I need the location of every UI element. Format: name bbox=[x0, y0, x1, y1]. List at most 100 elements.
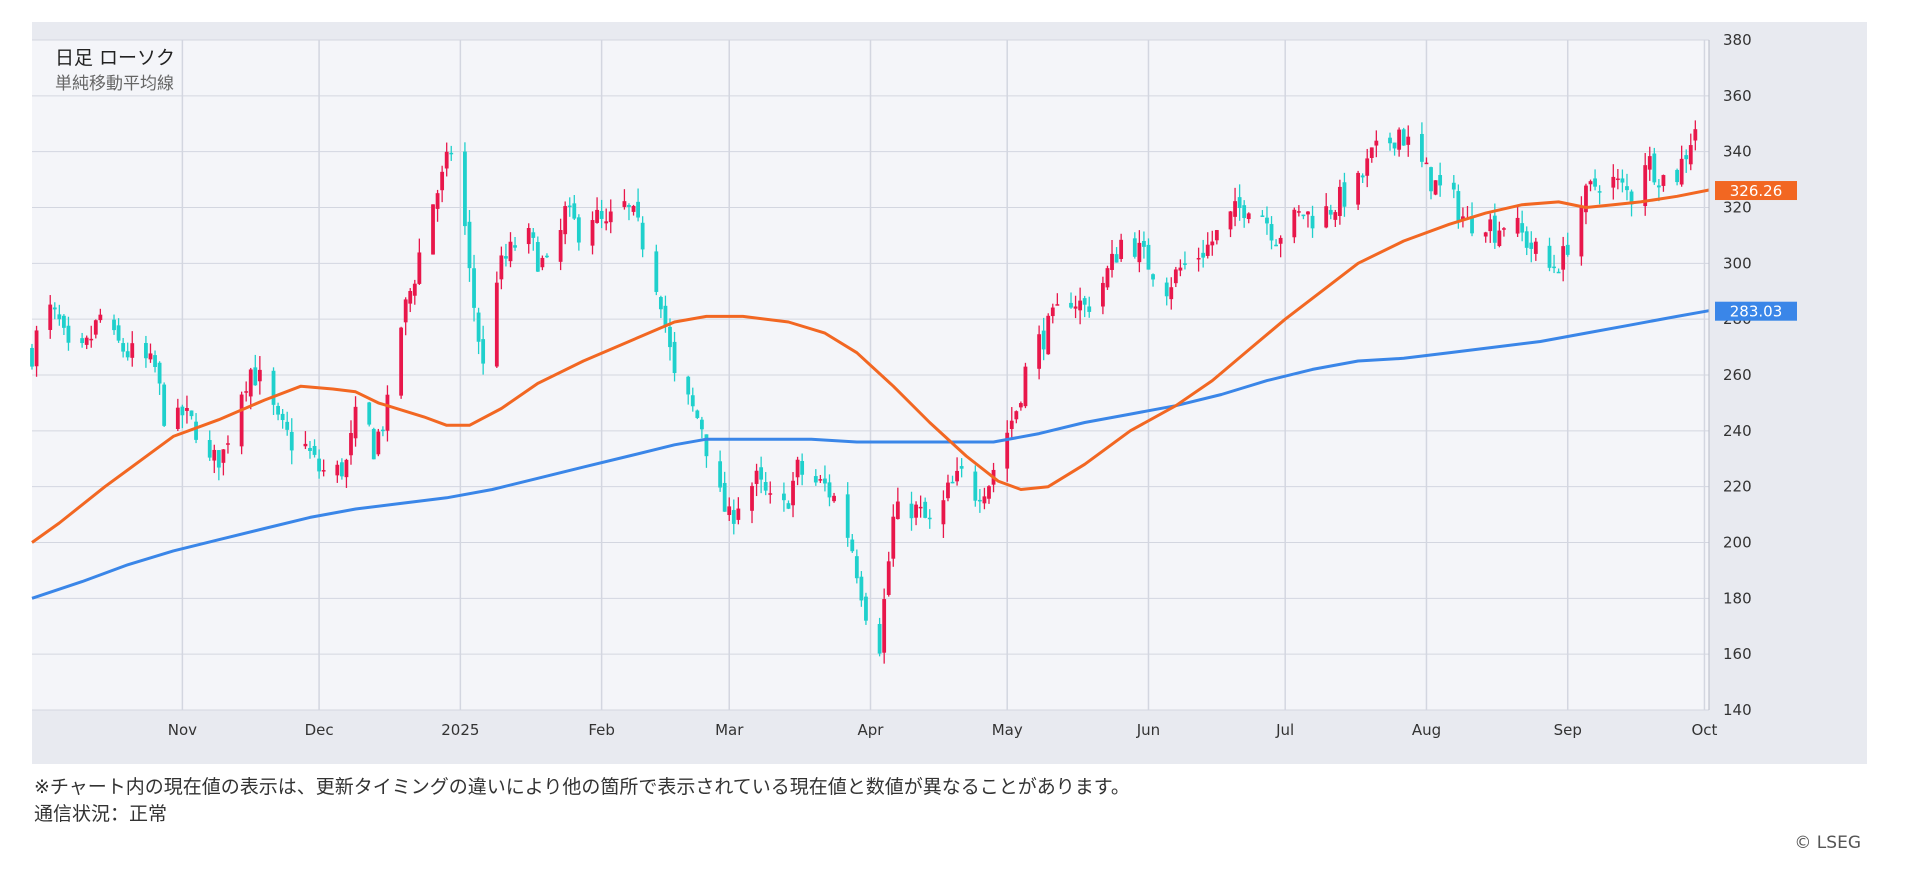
candle bbox=[244, 381, 249, 402]
candle bbox=[1429, 166, 1433, 200]
candle bbox=[1296, 205, 1301, 217]
candle bbox=[832, 492, 836, 503]
candle bbox=[280, 409, 285, 429]
candle bbox=[435, 189, 440, 222]
candle bbox=[1310, 205, 1315, 238]
chart-legend-title: 日足 ローソク bbox=[55, 47, 175, 69]
candle bbox=[1269, 216, 1274, 250]
candle bbox=[786, 500, 791, 510]
candle bbox=[1520, 210, 1525, 242]
candle bbox=[955, 457, 959, 486]
candle bbox=[1397, 127, 1402, 157]
candle bbox=[317, 449, 321, 479]
candle bbox=[403, 297, 408, 336]
candle bbox=[946, 474, 950, 502]
candle bbox=[1210, 230, 1215, 256]
candle bbox=[1515, 205, 1520, 237]
candle bbox=[371, 427, 376, 460]
candle bbox=[399, 326, 404, 399]
candle bbox=[1438, 162, 1443, 197]
candle bbox=[973, 465, 978, 507]
candle bbox=[959, 458, 964, 478]
candle bbox=[941, 490, 946, 538]
candle bbox=[116, 318, 121, 343]
candle bbox=[1597, 185, 1602, 205]
candle bbox=[927, 509, 932, 529]
candle bbox=[1119, 233, 1124, 262]
candle bbox=[1246, 212, 1251, 224]
candle bbox=[34, 325, 39, 377]
candle bbox=[472, 254, 476, 322]
candle bbox=[1196, 247, 1201, 272]
candle bbox=[30, 343, 34, 370]
y-tick-label: 320 bbox=[1723, 199, 1752, 217]
x-tick-label: Aug bbox=[1412, 721, 1441, 739]
candle bbox=[1178, 259, 1183, 277]
candle bbox=[1292, 207, 1297, 244]
candle bbox=[1524, 226, 1529, 256]
candle bbox=[48, 295, 53, 339]
candle bbox=[1684, 149, 1689, 173]
candle bbox=[148, 343, 153, 363]
candle bbox=[604, 208, 609, 231]
candle bbox=[1552, 254, 1556, 274]
candle bbox=[782, 482, 786, 512]
candle bbox=[367, 401, 372, 427]
y-tick-label: 360 bbox=[1723, 87, 1752, 105]
candle bbox=[722, 471, 727, 512]
ma-long-line bbox=[31, 309, 1710, 600]
candle bbox=[531, 227, 536, 251]
candle bbox=[1073, 295, 1078, 319]
candle bbox=[449, 145, 454, 161]
y-tick-label: 200 bbox=[1723, 534, 1752, 552]
candle bbox=[595, 197, 599, 224]
candle bbox=[57, 304, 62, 326]
candle bbox=[185, 395, 189, 424]
candle bbox=[545, 253, 549, 259]
candle bbox=[476, 307, 481, 355]
candle bbox=[1461, 207, 1465, 228]
candle bbox=[440, 165, 445, 203]
candle bbox=[1101, 276, 1105, 315]
candle bbox=[349, 420, 353, 465]
candle bbox=[1647, 146, 1652, 181]
candle bbox=[658, 295, 663, 319]
candle bbox=[727, 497, 732, 521]
ma-short-line bbox=[31, 188, 1710, 544]
candle bbox=[918, 495, 923, 518]
candle bbox=[636, 188, 640, 222]
candle bbox=[877, 617, 882, 657]
candle bbox=[513, 237, 517, 251]
candle bbox=[1365, 148, 1370, 188]
candle bbox=[1233, 187, 1237, 227]
candle bbox=[1588, 179, 1593, 192]
candle bbox=[1556, 268, 1561, 274]
candle bbox=[768, 481, 773, 504]
candle bbox=[1688, 133, 1693, 171]
candle bbox=[98, 308, 103, 323]
candle bbox=[923, 497, 928, 519]
candle bbox=[859, 571, 864, 607]
candle bbox=[1401, 127, 1406, 146]
candle bbox=[1643, 153, 1648, 216]
candle bbox=[1260, 210, 1265, 217]
y-tick-label: 300 bbox=[1723, 254, 1752, 272]
candle bbox=[1470, 202, 1474, 237]
candle bbox=[1565, 232, 1570, 257]
candle bbox=[239, 391, 244, 455]
candle bbox=[1146, 238, 1151, 270]
y-tick-label: 260 bbox=[1723, 366, 1752, 384]
candle bbox=[823, 465, 827, 492]
candle bbox=[61, 314, 66, 336]
candle bbox=[1278, 235, 1283, 258]
candle bbox=[1151, 273, 1155, 287]
candle bbox=[376, 428, 381, 457]
candle bbox=[572, 195, 577, 220]
candle bbox=[1333, 209, 1338, 227]
candle bbox=[1041, 317, 1046, 361]
candle bbox=[1615, 168, 1620, 190]
candle bbox=[640, 216, 645, 258]
ma-short-price-tag: 326.26 bbox=[1715, 181, 1797, 201]
candle bbox=[463, 142, 467, 235]
candle bbox=[567, 197, 572, 217]
